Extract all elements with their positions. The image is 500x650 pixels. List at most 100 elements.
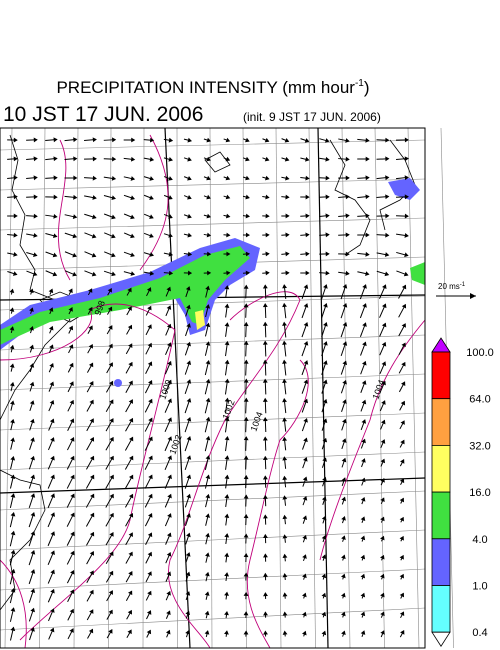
wind-arrowhead	[224, 378, 230, 383]
wind-arrowhead	[243, 611, 249, 616]
wind-arrowhead	[186, 379, 192, 384]
wind-arrowhead	[168, 176, 173, 181]
wind-arrowhead	[187, 137, 192, 143]
wind-arrowhead	[365, 271, 370, 276]
wind-arrowhead	[224, 359, 230, 365]
wind-arrowhead	[399, 497, 405, 503]
wind-arrowhead	[9, 381, 15, 387]
wind-arrowhead	[224, 397, 230, 402]
wind-arrowhead	[400, 400, 406, 406]
wind-arrowhead	[341, 516, 346, 521]
wind-arrowhead	[243, 474, 249, 480]
wind-arrowhead	[204, 630, 210, 635]
precip-area	[114, 379, 122, 387]
colorbar-label: 100.0	[466, 347, 494, 359]
wind-arrowhead	[89, 418, 94, 423]
wind-arrowhead	[185, 552, 191, 557]
wind-arrowhead	[224, 513, 230, 518]
wind-arrowhead	[13, 252, 18, 257]
wind-arrowhead	[305, 270, 310, 276]
island	[204, 151, 231, 173]
wind-arrowhead	[109, 455, 114, 461]
wind-arrowhead	[362, 303, 367, 308]
title-close: )	[364, 78, 370, 97]
wind-arrowhead	[108, 570, 114, 576]
wind-arrowhead	[9, 326, 15, 331]
wind-arrowhead	[262, 378, 268, 383]
wind-arrowhead	[206, 175, 211, 181]
wind-arrowhead	[305, 213, 310, 219]
colorbar-segment	[431, 538, 451, 586]
wind-arrowhead	[282, 378, 287, 384]
wind-arrowhead	[365, 194, 370, 200]
wind-arrowhead	[382, 284, 387, 289]
wind-arrowhead	[167, 436, 172, 441]
wind-arrowhead	[146, 610, 152, 615]
wind-arrowhead	[206, 156, 211, 162]
wind-arrowhead	[342, 399, 347, 404]
domain-line	[0, 477, 426, 494]
wind-arrowhead	[147, 551, 152, 557]
grid-line	[0, 490, 426, 511]
wind-arrowhead	[262, 359, 268, 364]
wind-arrowhead	[111, 271, 116, 277]
wind-arrowhead	[243, 552, 249, 558]
wind-arrowhead	[360, 477, 366, 483]
wind-arrowhead	[321, 515, 327, 521]
wind-arrowhead	[33, 175, 38, 181]
wind-arrowhead	[225, 194, 231, 200]
wind-arrowhead	[325, 251, 330, 257]
wind-arrowhead	[380, 497, 385, 503]
colorbar-segment	[431, 351, 451, 400]
wind-arrowhead	[263, 553, 268, 558]
wind-arrowhead	[380, 535, 385, 541]
wind-arrowhead	[282, 495, 288, 500]
wind-arrowhead	[365, 232, 370, 238]
wind-arrowhead	[9, 363, 15, 368]
coastline	[0, 469, 46, 611]
wind-arrowhead	[187, 213, 192, 219]
wind-arrowhead	[10, 587, 16, 593]
wind-arrowhead	[33, 137, 38, 143]
wind-arrowhead	[69, 628, 74, 633]
wind-arrowhead	[111, 214, 116, 220]
wind-arrowhead	[321, 592, 327, 598]
wind-arrowhead	[207, 251, 212, 257]
isobar	[319, 319, 426, 561]
wind-arrowhead	[224, 285, 230, 290]
wind-arrowhead	[342, 341, 348, 346]
precipitation	[0, 178, 425, 387]
wind-arrowhead	[262, 284, 268, 289]
wind-arrowhead	[50, 455, 55, 461]
wind-arrowhead	[243, 303, 249, 308]
grid-line	[374, 127, 385, 649]
wind-arrowhead	[130, 252, 135, 258]
wind-arrowhead	[68, 307, 73, 312]
wind-arrowhead	[33, 194, 38, 200]
wind-arrowhead	[385, 194, 390, 200]
wind-arrowhead	[112, 156, 117, 162]
wind-arrowhead	[50, 588, 55, 594]
wind-arrowhead	[49, 344, 54, 350]
wind-scale-text: 20 ms	[438, 282, 460, 291]
wind-arrowhead	[89, 589, 94, 595]
wind-arrowhead	[165, 629, 171, 635]
wind-arrowhead	[321, 554, 327, 559]
wind-arrowhead	[323, 321, 328, 327]
wind-arrowhead	[342, 418, 347, 424]
wind-arrowhead	[10, 530, 16, 536]
wind-arrowhead	[302, 476, 308, 482]
wind-arrowhead	[345, 270, 350, 276]
wind-arrowhead	[342, 302, 348, 308]
wind-arrowhead	[205, 532, 210, 538]
wind-arrowhead	[167, 493, 172, 499]
wind-arrowhead	[168, 195, 173, 200]
wind-arrowhead	[166, 305, 172, 310]
wind-arrowhead	[362, 341, 367, 347]
wind-arrowhead	[50, 608, 55, 613]
wind-arrowhead	[381, 303, 387, 309]
wind-arrowhead	[30, 627, 35, 632]
wind-arrowhead	[404, 213, 409, 219]
wind-arrowhead	[302, 554, 307, 559]
wind-arrowhead	[303, 303, 309, 308]
